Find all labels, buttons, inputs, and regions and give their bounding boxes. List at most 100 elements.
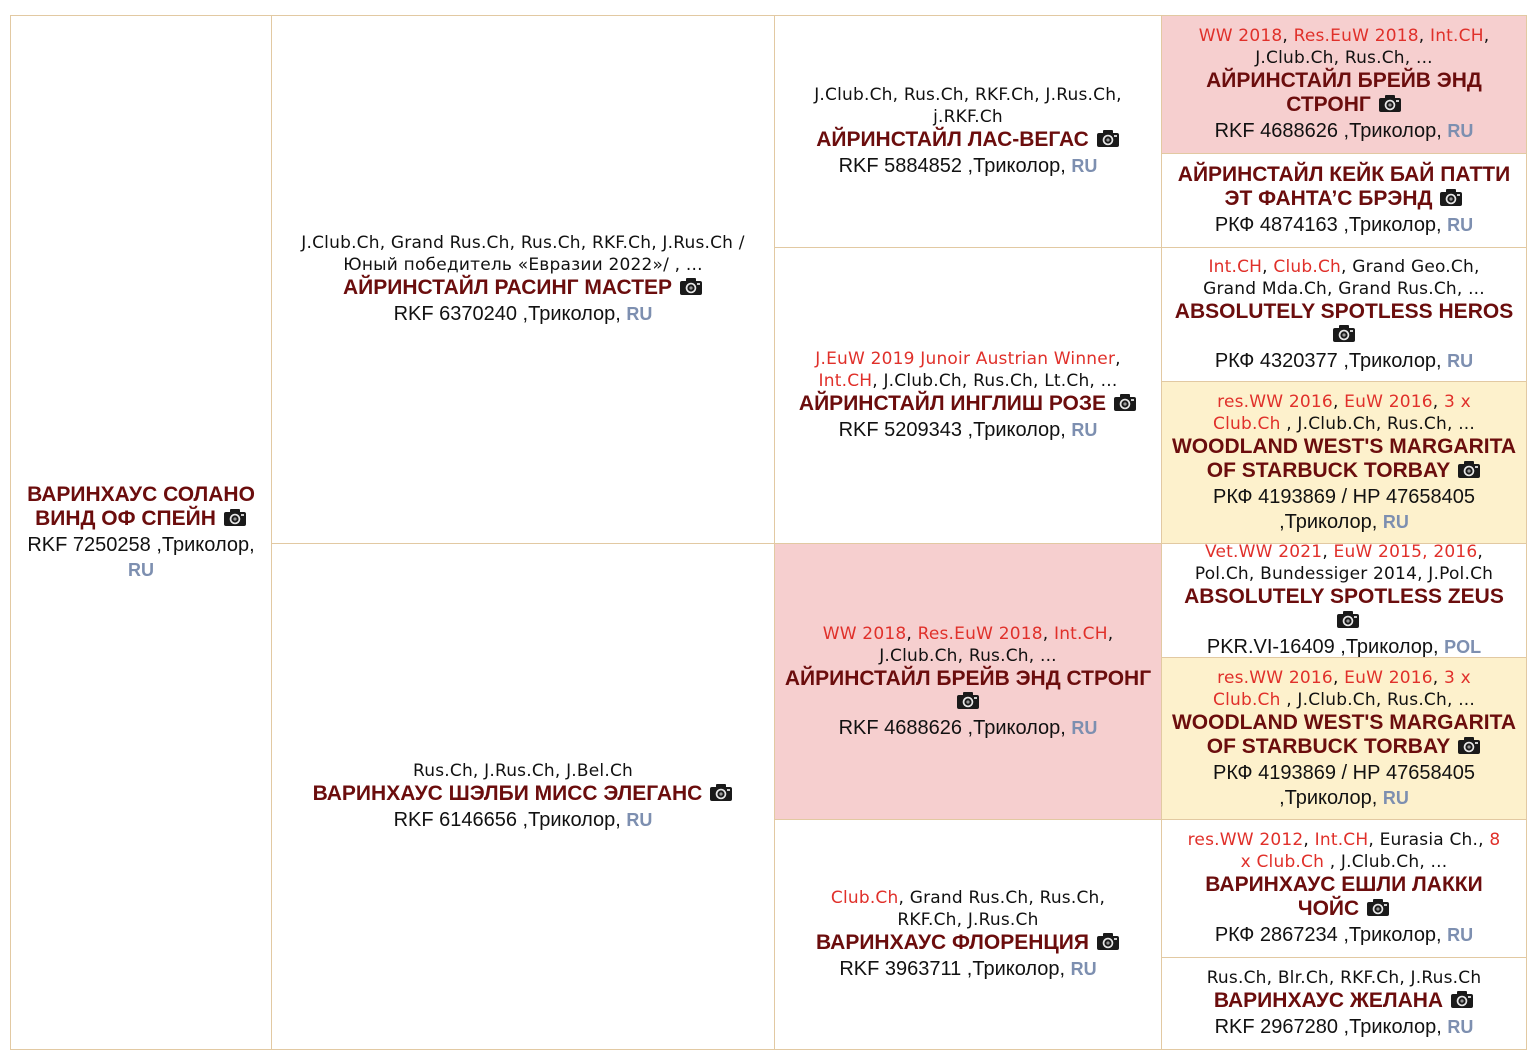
titles-text: Club.Ch, Grand Rus.Ch, Rus.Ch, RKF.Ch, J.… [831,887,1105,931]
registration-line: RKF 7250258 ,Триколор, [27,533,255,556]
pedigree-cell-sdd: res.WW 2016, EuW 2016, 3 x Club.Ch , J.Cl… [1161,381,1527,544]
dog-name-line: АЙРИНСТАЙЛ ИНГЛИШ РОЗЕ [799,392,1137,418]
title-award: Int.CH [1314,830,1369,850]
registration-line: РКФ 4320377 ,Триколор, RU [1215,349,1473,374]
titles-line: Юный победитель «Евразии 2022»/ , ... [301,254,744,276]
title-text: J.Club.Ch, Rus.Ch, RKF.Ch, J.Rus.Ch, [814,85,1122,105]
dog-name-text: АЙРИНСТАЙЛ БРЕЙВ ЭНД СТРОНГ [784,666,1152,690]
dog-name-line: АЙРИНСТАЙЛ БРЕЙВ ЭНД СТРОНГ [785,667,1151,691]
camera-icon[interactable] [1450,990,1474,1015]
camera-icon[interactable] [1366,898,1390,923]
dog-name-text: ВАРИНХАУС СОЛАНО [27,482,255,506]
camera-icon[interactable] [679,277,703,302]
dog-name-line: ABSOLUTELY SPOTLESS HEROS [1175,300,1513,324]
camera-icon[interactable] [1457,736,1481,761]
country-code-link[interactable]: RU [1382,787,1409,808]
dog-name-link[interactable]: ABSOLUTELY SPOTLESS HEROS [1175,300,1513,349]
camera-icon[interactable] [1096,932,1120,957]
title-text: , J.Club.Ch, Rus.Ch, ... [1280,689,1475,710]
country-code-link[interactable]: RU [1071,156,1098,176]
registration-info: RKF 4688626 ,Триколор, RU [1215,119,1474,144]
dog-name-text: OF STARBUCK TORBAY [1206,458,1451,482]
titles-text: J.Club.Ch, Rus.Ch, RKF.Ch, J.Rus.Ch, j.RK… [814,84,1122,128]
dog-name-link[interactable]: АЙРИНСТАЙЛ КЕЙК БАЙ ПАТТИ ЭТ ФАНТА’С БРЭН… [1178,163,1510,213]
title-award: WW 2018 [822,623,907,644]
dog-name-link[interactable]: ВАРИНХАУС ЖЕЛАНА [1214,989,1474,1015]
country-code-link[interactable]: RU [626,810,653,830]
titles-text: WW 2018, Res.EuW 2018, Int.CH, J.Club.Ch,… [823,623,1114,667]
dog-name-text: ABSOLUTELY SPOTLESS ZEUS [1184,585,1504,608]
registration-text: RKF 6370240 ,Триколор, [393,303,627,325]
dog-name-link[interactable]: АЙРИНСТАЙЛ БРЕЙВ ЭНД СТРОНГ [1206,69,1482,119]
titles-line: J.Club.Ch, Rus.Ch, RKF.Ch, J.Rus.Ch, [814,84,1122,106]
title-award: Club.Ch [1273,256,1341,277]
camera-icon[interactable] [709,783,733,808]
camera-icon[interactable] [1457,460,1481,485]
registration-info: RKF 6370240 ,Триколор, RU [394,302,653,327]
dog-name-link[interactable]: АЙРИНСТАЙЛ РАСИНГ МАСТЕР [343,276,703,302]
camera-icon[interactable] [223,508,247,533]
dog-name-line: СТРОНГ [1206,93,1482,119]
title-award: 8 [1489,830,1501,850]
dog-name-link[interactable]: АЙРИНСТАЙЛ ИНГЛИШ РОЗЕ [799,392,1137,418]
title-text: , [1282,26,1294,46]
camera-icon[interactable] [785,691,1151,716]
dog-name-text: АЙРИНСТАЙЛ БРЕЙВ ЭНД [1206,69,1482,92]
camera-icon[interactable] [1439,188,1463,213]
registration-line: PKR.VI-16409 ,Триколор, POL [1207,635,1481,660]
dog-name-text: WOODLAND WEST'S MARGARITA [1171,434,1517,458]
dog-name-link[interactable]: АЙРИНСТАЙЛ БРЕЙВ ЭНД СТРОНГ [785,667,1151,716]
registration-line: RKF 3963711 ,Триколор, RU [839,957,1096,982]
country-code-link[interactable]: RU [128,559,154,580]
title-award: 3 x [1443,667,1471,688]
registration-info: RKF 3963711 ,Триколор, RU [839,957,1096,982]
dog-name-link[interactable]: ВАРИНХАУС ЕШЛИ ЛАККИ ЧОЙС [1205,873,1482,923]
dog-name-line: WOODLAND WEST'S MARGARITA [1172,711,1516,735]
registration-text: ,Триколор, [1279,786,1383,809]
title-text: , [1332,391,1345,412]
dog-name-link[interactable]: АЙРИНСТАЙЛ ЛАС-ВЕГАС [816,128,1120,154]
dog-name-link[interactable]: ВАРИНХАУС ШЭЛБИ МИСС ЭЛЕГАНС [313,782,734,808]
country-code-link[interactable]: RU [1447,121,1474,141]
dog-name-link[interactable]: WOODLAND WEST'S MARGARITA OF STARBUCK TOR… [1172,711,1516,761]
registration-info: RKF 4688626 ,Триколор, RU [839,716,1098,741]
camera-icon[interactable] [1378,94,1402,119]
country-code-link[interactable]: RU [1070,959,1097,979]
registration-line: RKF 6146656 ,Триколор, RU [394,808,653,833]
title-text: J.Club.Ch, Rus.Ch, ... [879,645,1057,666]
country-code-link[interactable]: RU [1071,717,1098,738]
country-code-link[interactable]: RU [1447,925,1474,945]
country-code-link[interactable]: POL [1444,637,1482,657]
dog-name-link[interactable]: ABSOLUTELY SPOTLESS ZEUS [1170,585,1518,635]
country-code-link[interactable]: RU [1071,420,1098,440]
dog-name-line: ВАРИНХАУС ЕШЛИ ЛАККИ [1205,873,1482,897]
country-code-link[interactable]: RU [1447,350,1474,371]
camera-icon[interactable] [1175,324,1513,349]
dog-name-link[interactable]: ВАРИНХАУС ФЛОРЕНЦИЯ [816,931,1120,957]
title-text: , Eurasia Ch., [1368,830,1490,850]
title-text: , [1432,391,1444,412]
camera-icon[interactable] [1336,610,1360,635]
titles-line: x Club.Ch , J.Club.Ch, ... [1188,851,1501,873]
camera-icon[interactable] [1113,393,1137,418]
title-text: Юный победитель «Евразии 2022»/ , ... [343,255,703,275]
dog-name-link[interactable]: ВАРИНХАУС СОЛАНО ВИНД ОФ СПЕЙН [27,483,255,533]
dog-name-link[interactable]: WOODLAND WEST'S MARGARITA OF STARBUCK TOR… [1172,435,1516,485]
title-text: J.Club.Ch, Rus.Ch, ... [1255,48,1433,68]
country-code-link[interactable]: RU [1447,215,1474,235]
pedigree-cell-sds: Int.CH, Club.Ch, Grand Geo.Ch, Grand Mda.… [1161,247,1527,382]
titles-text: J.EuW 2019 Junoir Austrian Winner, Int.CH… [815,348,1121,392]
titles-line: J.Club.Ch, Rus.Ch, ... [1199,47,1490,69]
title-text: J.Club.Ch, Grand Rus.Ch, Rus.Ch, RKF.Ch,… [301,233,745,253]
dog-name-text: ABSOLUTELY SPOTLESS HEROS [1174,299,1514,323]
country-code-link[interactable]: RU [1382,511,1409,532]
registration-line: RU [27,558,254,583]
registration-text: РКФ 2867234 ,Триколор, [1214,924,1448,946]
title-text: , [1303,830,1315,850]
registration-line: RKF 2967280 ,Триколор, RU [1215,1015,1474,1040]
country-code-link[interactable]: RU [626,304,653,324]
dog-name-text: WOODLAND WEST'S MARGARITA [1171,710,1517,734]
camera-icon[interactable] [1096,129,1120,154]
country-code-link[interactable]: RU [1447,1017,1474,1037]
titles-text: res.WW 2016, EuW 2016, 3 x Club.Ch , J.Cl… [1213,391,1475,435]
